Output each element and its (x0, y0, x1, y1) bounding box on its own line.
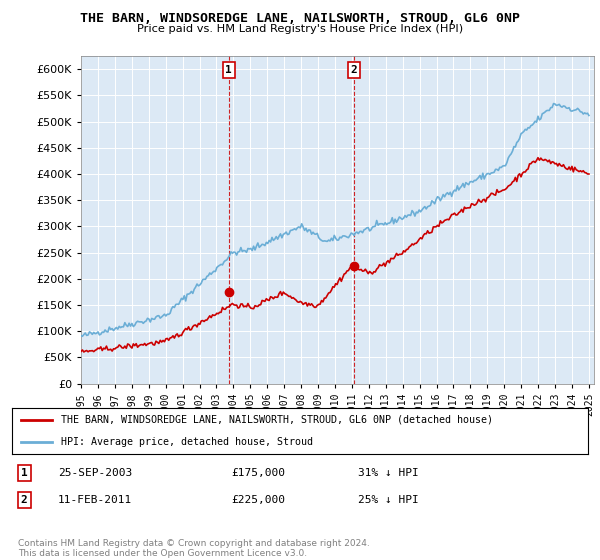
Text: £175,000: £175,000 (231, 468, 285, 478)
Text: Price paid vs. HM Land Registry's House Price Index (HPI): Price paid vs. HM Land Registry's House … (137, 24, 463, 34)
Text: 31% ↓ HPI: 31% ↓ HPI (358, 468, 418, 478)
Text: 25% ↓ HPI: 25% ↓ HPI (358, 495, 418, 505)
Text: 2: 2 (350, 65, 357, 75)
Text: THE BARN, WINDSOREDGE LANE, NAILSWORTH, STROUD, GL6 0NP: THE BARN, WINDSOREDGE LANE, NAILSWORTH, … (80, 12, 520, 25)
Text: 25-SEP-2003: 25-SEP-2003 (58, 468, 133, 478)
Text: 2: 2 (20, 495, 28, 505)
Text: £225,000: £225,000 (231, 495, 285, 505)
Text: 1: 1 (226, 65, 232, 75)
Text: Contains HM Land Registry data © Crown copyright and database right 2024.
This d: Contains HM Land Registry data © Crown c… (18, 539, 370, 558)
Text: THE BARN, WINDSOREDGE LANE, NAILSWORTH, STROUD, GL6 0NP (detached house): THE BARN, WINDSOREDGE LANE, NAILSWORTH, … (61, 414, 493, 424)
Text: 1: 1 (20, 468, 28, 478)
Text: 11-FEB-2011: 11-FEB-2011 (58, 495, 133, 505)
Text: HPI: Average price, detached house, Stroud: HPI: Average price, detached house, Stro… (61, 437, 313, 447)
